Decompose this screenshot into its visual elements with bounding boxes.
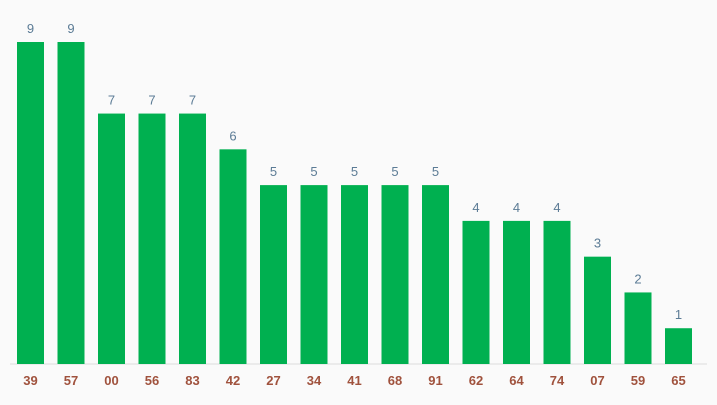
- value-label-91: 5: [432, 164, 439, 179]
- category-label-42: 42: [226, 373, 240, 388]
- value-label-59: 2: [634, 271, 641, 286]
- bar-27: [260, 185, 287, 364]
- bar-41: [341, 185, 368, 364]
- value-label-00: 7: [108, 93, 115, 108]
- bar-59: [624, 292, 652, 364]
- value-label-62: 4: [472, 200, 479, 215]
- bar-39: [17, 42, 44, 364]
- category-label-59: 59: [631, 373, 645, 388]
- category-label-57: 57: [64, 373, 78, 388]
- bar-64: [503, 220, 530, 364]
- bar-07: [584, 256, 611, 364]
- value-label-42: 6: [229, 128, 236, 143]
- value-label-74: 4: [553, 200, 560, 215]
- value-label-83: 7: [189, 93, 196, 108]
- value-label-57: 9: [67, 21, 74, 36]
- bar-62: [462, 220, 490, 364]
- category-label-62: 62: [469, 373, 483, 388]
- value-label-65: 1: [675, 307, 682, 322]
- category-label-41: 41: [347, 373, 361, 388]
- value-label-34: 5: [310, 164, 317, 179]
- category-label-91: 91: [428, 373, 442, 388]
- category-label-34: 34: [307, 373, 322, 388]
- value-label-68: 5: [391, 164, 398, 179]
- bar-34: [300, 185, 328, 364]
- bar-65: [665, 328, 692, 364]
- category-label-39: 39: [23, 373, 37, 388]
- value-label-41: 5: [351, 164, 358, 179]
- value-label-56: 7: [148, 93, 155, 108]
- bars-group: [17, 42, 692, 364]
- value-label-64: 4: [513, 200, 520, 215]
- category-label-68: 68: [388, 373, 402, 388]
- value-label-27: 5: [270, 164, 277, 179]
- bar-91: [422, 185, 449, 364]
- category-label-64: 64: [509, 373, 524, 388]
- category-label-00: 00: [104, 373, 118, 388]
- value-label-07: 3: [594, 236, 601, 251]
- value-label-39: 9: [27, 21, 34, 36]
- category-label-83: 83: [185, 373, 199, 388]
- category-label-74: 74: [550, 373, 565, 388]
- category-label-07: 07: [590, 373, 604, 388]
- value-labels-group: 9 9 7 7 7 6 5 5 5 5 5 4 4 4 3 2 1: [27, 21, 682, 322]
- bar-83: [179, 113, 206, 364]
- bar-74: [543, 220, 571, 364]
- bar-68: [381, 185, 409, 364]
- bar-57: [57, 42, 85, 364]
- category-label-56: 56: [145, 373, 159, 388]
- bar-42: [219, 149, 247, 364]
- category-label-27: 27: [266, 373, 280, 388]
- bar-00: [98, 113, 125, 364]
- category-labels-group: 39 57 00 56 83 42 27 34 41 68 91 62 64 74 07 59 65: [23, 373, 685, 388]
- category-label-65: 65: [671, 373, 685, 388]
- bar-56: [138, 113, 166, 364]
